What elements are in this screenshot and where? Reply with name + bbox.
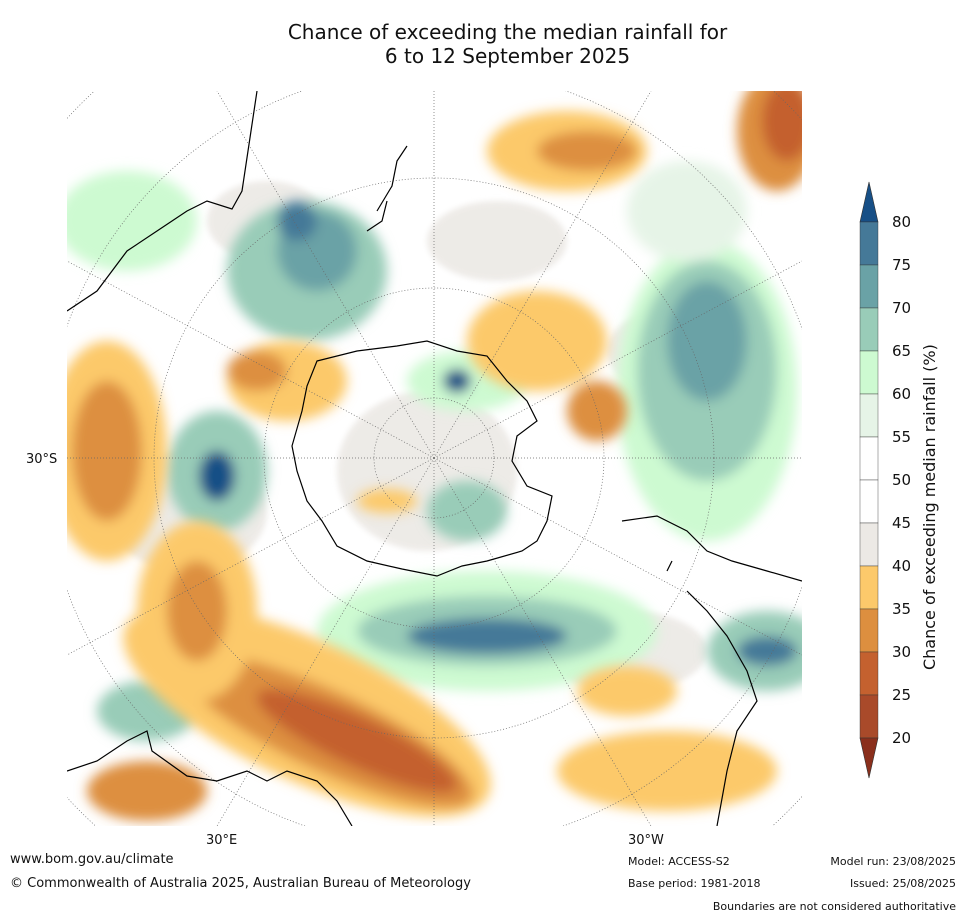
colorbar-band <box>859 694 879 739</box>
footer-disclaimer: Boundaries are not considered authoritat… <box>712 900 956 913</box>
title-line-2: 6 to 12 September 2025 <box>384 44 631 68</box>
title-line-1: Chance of exceeding the median rainfall … <box>287 20 728 44</box>
colorbar-extend-top <box>859 181 879 223</box>
colorbar-tick-label: 65 <box>892 342 912 360</box>
colorbar-band <box>859 221 879 266</box>
colorbar-label: Chance of exceeding median rainfall (%) <box>920 344 939 670</box>
colorbar-band <box>859 264 879 309</box>
colorbar-band <box>859 393 879 438</box>
footer-copyright: © Commonwealth of Australia 2025, Austra… <box>10 876 471 891</box>
coastlines <box>67 91 802 826</box>
lon-label-30e: 30°E <box>206 833 238 848</box>
colorbar-tick-label: 50 <box>892 471 912 489</box>
colorbar-tick-label: 80 <box>892 213 912 231</box>
colorbar-band <box>859 522 879 567</box>
colorbar-tick-label: 30 <box>892 643 912 661</box>
colorbar-tick-label: 20 <box>892 729 912 747</box>
colorbar-band <box>859 565 879 610</box>
colorbar-band <box>859 651 879 696</box>
wet-patches <box>67 161 802 741</box>
footer-base-period: Base period: 1981-2018 <box>628 877 761 890</box>
lon-label-30w: 30°W <box>628 833 664 848</box>
colorbar-tick-label: 75 <box>892 256 912 274</box>
colorbar-extend-bottom <box>859 737 879 779</box>
colorbar-tick-label: 55 <box>892 428 912 446</box>
colorbar-tick-label: 35 <box>892 600 912 618</box>
colorbar: 20 25 30 35 40 45 50 55 60 65 70 75 80 <box>850 180 950 790</box>
lat-label-30s: 30°S <box>26 452 58 467</box>
colorbar-tick-label: 70 <box>892 299 912 317</box>
polar-map <box>67 91 802 826</box>
colorbar-band <box>859 479 879 524</box>
graticule <box>67 91 802 826</box>
colorbar-band <box>859 608 879 653</box>
colorbar-band <box>859 307 879 352</box>
colorbar-tick-label: 25 <box>892 686 912 704</box>
footer-model: Model: ACCESS-S2 <box>628 855 730 868</box>
colorbar-band <box>859 350 879 395</box>
colorbar-svg <box>859 181 879 779</box>
footer-website: www.bom.gov.au/climate <box>10 852 174 867</box>
footer-issued: Issued: 25/08/2025 <box>849 877 956 890</box>
colorbar-band <box>859 436 879 481</box>
colorbar-tick-label: 60 <box>892 385 912 403</box>
map-title: Chance of exceeding the median rainfall … <box>0 20 965 68</box>
footer-model-run: Model run: 23/08/2025 <box>830 855 956 868</box>
colorbar-tick-label: 45 <box>892 514 912 532</box>
colorbar-tick-label: 40 <box>892 557 912 575</box>
map-svg <box>67 91 802 826</box>
